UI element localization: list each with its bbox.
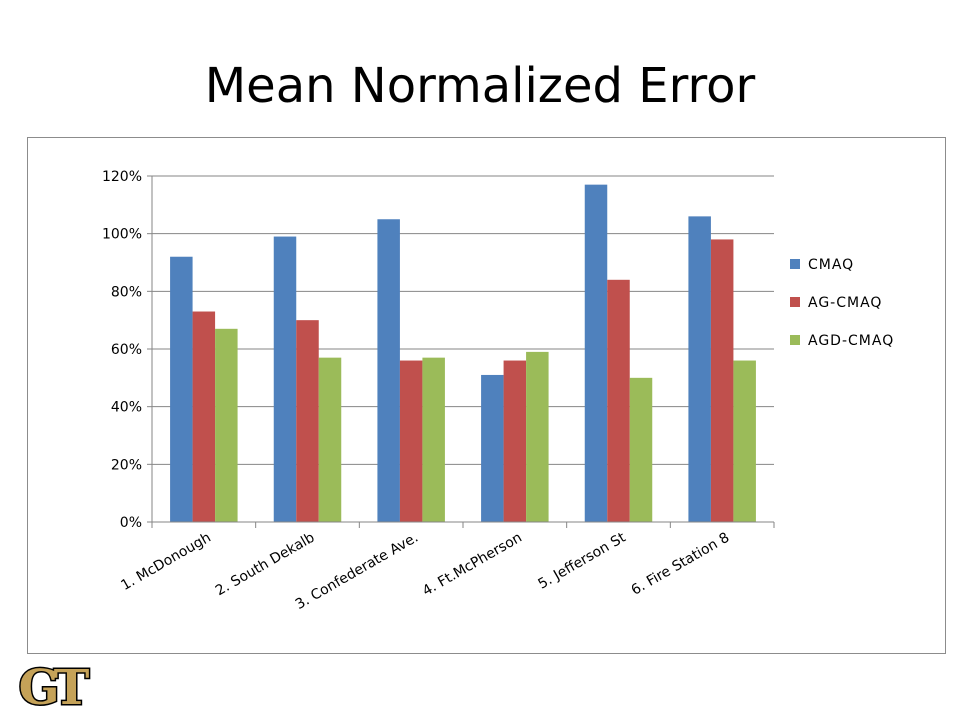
bar-cmaq-6 [688, 216, 711, 522]
legend-swatch-agd-cmaq [790, 335, 800, 345]
legend-label-ag-cmaq: AG-CMAQ [808, 295, 882, 311]
slide-title: Mean Normalized Error [204, 58, 756, 114]
bar-agd-cmaq-3 [422, 357, 445, 522]
y-tick-label: 40% [111, 400, 142, 416]
bar-agd-cmaq-1 [215, 328, 238, 522]
axes [151, 176, 775, 528]
bar-agd-cmaq-4 [526, 351, 549, 522]
bar-ag-cmaq-2 [296, 320, 319, 522]
x-category-label: 6. Fire Station 8 [629, 530, 733, 599]
y-tick-label: 60% [111, 342, 142, 358]
grid-lines [152, 175, 774, 465]
y-tick-label: 20% [111, 457, 142, 473]
bar-ag-cmaq-4 [503, 360, 527, 522]
x-category-label: 5. Jefferson St [536, 529, 629, 592]
bar-cmaq-5 [584, 184, 608, 522]
bar-cmaq-2 [273, 236, 297, 523]
y-tick-label: 0% [120, 515, 142, 531]
y-axis-ticks: 0% 20% 40% 60% 80% 100% 120% [102, 169, 152, 531]
chart-frame: 0% 20% 40% 60% 80% 100% 120% 1. McDonough 2. So… [27, 137, 946, 654]
y-tick-label: 80% [111, 284, 142, 300]
bar-agd-cmaq-5 [629, 377, 653, 522]
bar-ag-cmaq-6 [710, 239, 734, 522]
gt-logo: GT [17, 660, 92, 714]
bar-agd-cmaq-6 [733, 360, 756, 522]
bar-cmaq-3 [377, 219, 400, 522]
bar-ag-cmaq-1 [192, 311, 216, 522]
y-tick-label: 120% [102, 169, 142, 185]
bars [170, 184, 756, 523]
bar-chart: 0% 20% 40% 60% 80% 100% 120% 1. McDonough 2. So… [102, 169, 894, 613]
bar-ag-cmaq-5 [607, 279, 630, 522]
svg-text:GT: GT [19, 660, 90, 714]
bar-cmaq-4 [481, 374, 504, 522]
legend-swatch-cmaq [790, 259, 800, 269]
x-category-label: 4. Ft.McPherson [420, 530, 525, 600]
legend-swatch-ag-cmaq [790, 297, 800, 307]
y-tick-label: 100% [102, 227, 142, 243]
legend-label-agd-cmaq: AGD-CMAQ [808, 333, 894, 349]
x-category-label: 2. South Dekalb [213, 530, 318, 600]
bar-agd-cmaq-2 [318, 357, 342, 522]
bar-cmaq-1 [170, 256, 193, 522]
bar-ag-cmaq-3 [399, 360, 423, 522]
legend-label-cmaq: CMAQ [808, 257, 854, 273]
x-category-label: 1. McDonough [118, 530, 213, 594]
legend: CMAQ AG-CMAQ AGD-CMAQ [790, 257, 894, 349]
